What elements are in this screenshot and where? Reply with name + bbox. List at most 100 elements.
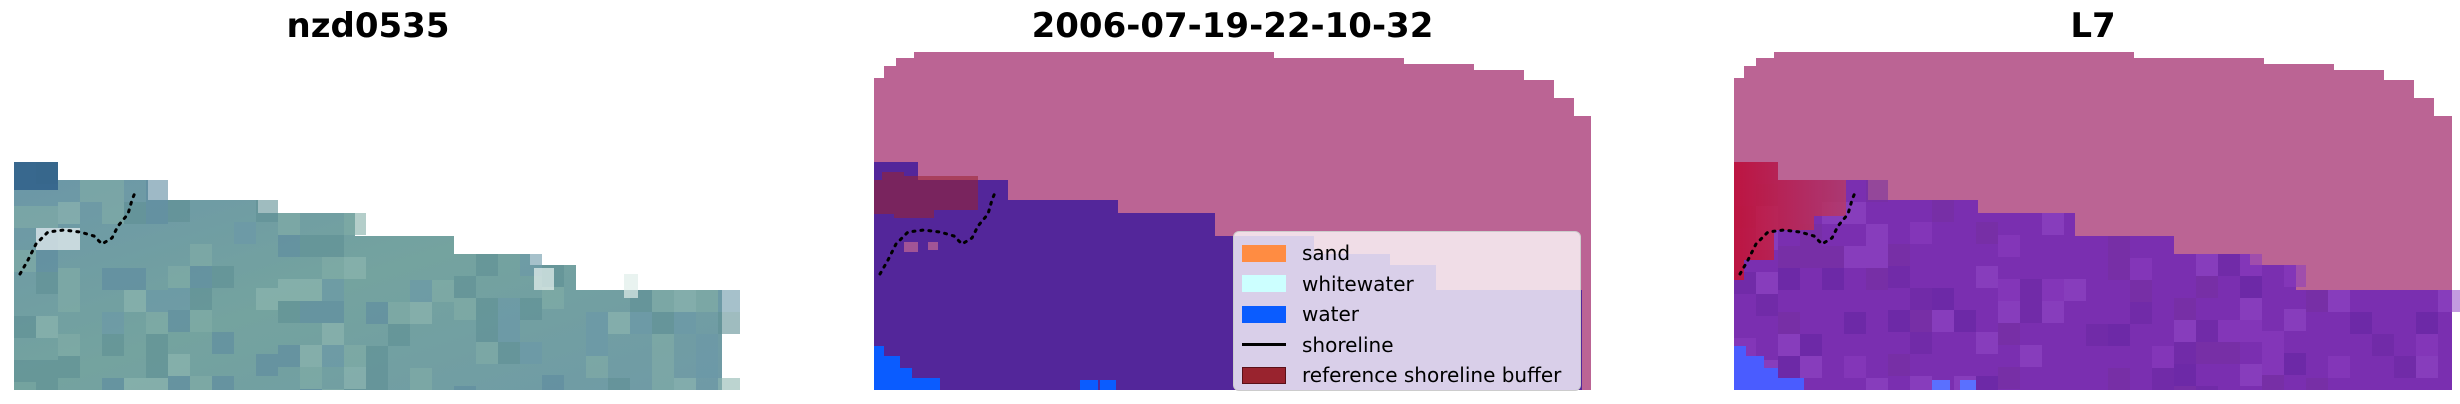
- water-region: [1734, 346, 1804, 390]
- texture-pixel: [1756, 294, 1778, 316]
- texture-pixel: [2438, 290, 2460, 312]
- texture-pixel: [1866, 378, 1888, 390]
- legend-swatch-sand: [1242, 244, 1286, 262]
- panel-title-image: nzd0535: [286, 6, 450, 46]
- image-pixel-texture: [14, 162, 740, 390]
- legend-item-reference-buffer: reference shoreline buffer: [1242, 360, 1572, 391]
- texture-pixel: [2240, 254, 2262, 276]
- texture-pixel: [674, 290, 696, 312]
- texture-pixel: [2416, 312, 2438, 334]
- water-region-2: [1080, 380, 1098, 390]
- texture-pixel: [14, 316, 36, 338]
- texture-pixel: [2328, 356, 2350, 378]
- texture-pixel: [1888, 244, 1910, 266]
- texture-pixel: [2020, 301, 2042, 323]
- texture-pixel: [1910, 376, 1932, 390]
- texture-pixel: [2240, 298, 2262, 320]
- texture-pixel: [1998, 301, 2020, 323]
- texture-pixel: [652, 290, 674, 312]
- texture-pixel: [124, 202, 146, 224]
- texture-pixel: [2174, 320, 2196, 342]
- image-bright-patch-2: [534, 268, 554, 290]
- texture-pixel: [1778, 268, 1800, 290]
- texture-pixel: [1756, 272, 1778, 294]
- texture-pixel: [696, 290, 718, 312]
- texture-pixel: [2284, 265, 2306, 287]
- texture-pixel: [2218, 320, 2240, 342]
- texture-pixel: [1976, 222, 1998, 244]
- texture-pixel: [2328, 290, 2350, 312]
- texture-pixel: [432, 280, 454, 302]
- texture-pixel: [2042, 213, 2064, 235]
- texture-pixel: [190, 376, 212, 390]
- texture-pixel: [300, 389, 322, 390]
- texture-pixel: [2262, 331, 2284, 353]
- texture-pixel: [2174, 364, 2196, 386]
- panel-title-probability: L7: [2070, 6, 2116, 46]
- texture-pixel: [322, 323, 344, 345]
- texture-pixel: [2240, 320, 2262, 342]
- texture-pixel: [278, 345, 300, 367]
- texture-pixel: [256, 354, 278, 376]
- texture-pixel: [520, 342, 542, 364]
- texture-pixel: [2218, 342, 2240, 364]
- texture-pixel: [2130, 258, 2152, 280]
- texture-pixel: [322, 235, 344, 257]
- legend-swatch-whitewater: [1242, 275, 1286, 293]
- texture-pixel: [1800, 246, 1822, 268]
- texture-pixel: [300, 301, 322, 323]
- texture-pixel: [410, 368, 432, 390]
- water-region-3: [1960, 380, 1976, 390]
- texture-pixel: [2416, 356, 2438, 378]
- texture-pixel: [146, 356, 168, 378]
- texture-pixel: [344, 257, 366, 279]
- texture-pixel: [1866, 268, 1888, 290]
- texture-pixel: [300, 279, 322, 301]
- texture-pixel: [2350, 312, 2372, 334]
- image-bright-patch-3: [624, 274, 638, 298]
- texture-pixel: [146, 378, 168, 390]
- texture-pixel: [1932, 200, 1954, 222]
- texture-pixel: [1888, 310, 1910, 332]
- texture-pixel: [2174, 298, 2196, 320]
- texture-pixel: [168, 266, 190, 288]
- texture-pixel: [344, 367, 366, 389]
- texture-pixel: [2196, 254, 2218, 276]
- texture-pixel: [366, 368, 388, 390]
- texture-pixel: [278, 279, 300, 301]
- texture-pixel: [1866, 224, 1888, 246]
- texture-pixel: [102, 268, 124, 290]
- texture-pixel: [542, 287, 564, 309]
- texture-pixel: [300, 235, 322, 257]
- texture-pixel: [586, 356, 608, 378]
- texture-pixel: [322, 389, 344, 390]
- texture-pixel: [454, 386, 476, 390]
- texture-pixel: [1910, 332, 1932, 354]
- legend-label-reference-buffer: reference shoreline buffer: [1302, 363, 1562, 388]
- texture-pixel: [344, 345, 366, 367]
- legend-label-sand: sand: [1302, 241, 1351, 266]
- texture-pixel: [1800, 334, 1822, 356]
- texture-pixel: [2196, 276, 2218, 298]
- texture-pixel: [58, 334, 80, 356]
- texture-pixel: [542, 375, 564, 390]
- texture-pixel: [58, 202, 80, 224]
- texture-pixel: [2064, 279, 2086, 301]
- texture-pixel: [102, 334, 124, 356]
- texture-pixel: [212, 266, 234, 288]
- texture-pixel: [2108, 324, 2130, 346]
- texture-pixel: [1998, 323, 2020, 345]
- legend-swatch-reference-buffer: [1242, 366, 1286, 384]
- texture-pixel: [1910, 288, 1932, 310]
- texture-pixel: [256, 200, 278, 222]
- texture-pixel: [388, 302, 410, 324]
- texture-pixel: [498, 342, 520, 364]
- texture-pixel: [1998, 367, 2020, 389]
- texture-pixel: [2196, 342, 2218, 364]
- legend-item-whitewater: whitewater: [1242, 269, 1572, 300]
- texture-pixel: [476, 320, 498, 342]
- texture-pixel: [58, 290, 80, 312]
- texture-pixel: [652, 312, 674, 334]
- texture-pixel: [674, 312, 696, 334]
- texture-pixel: [36, 360, 58, 382]
